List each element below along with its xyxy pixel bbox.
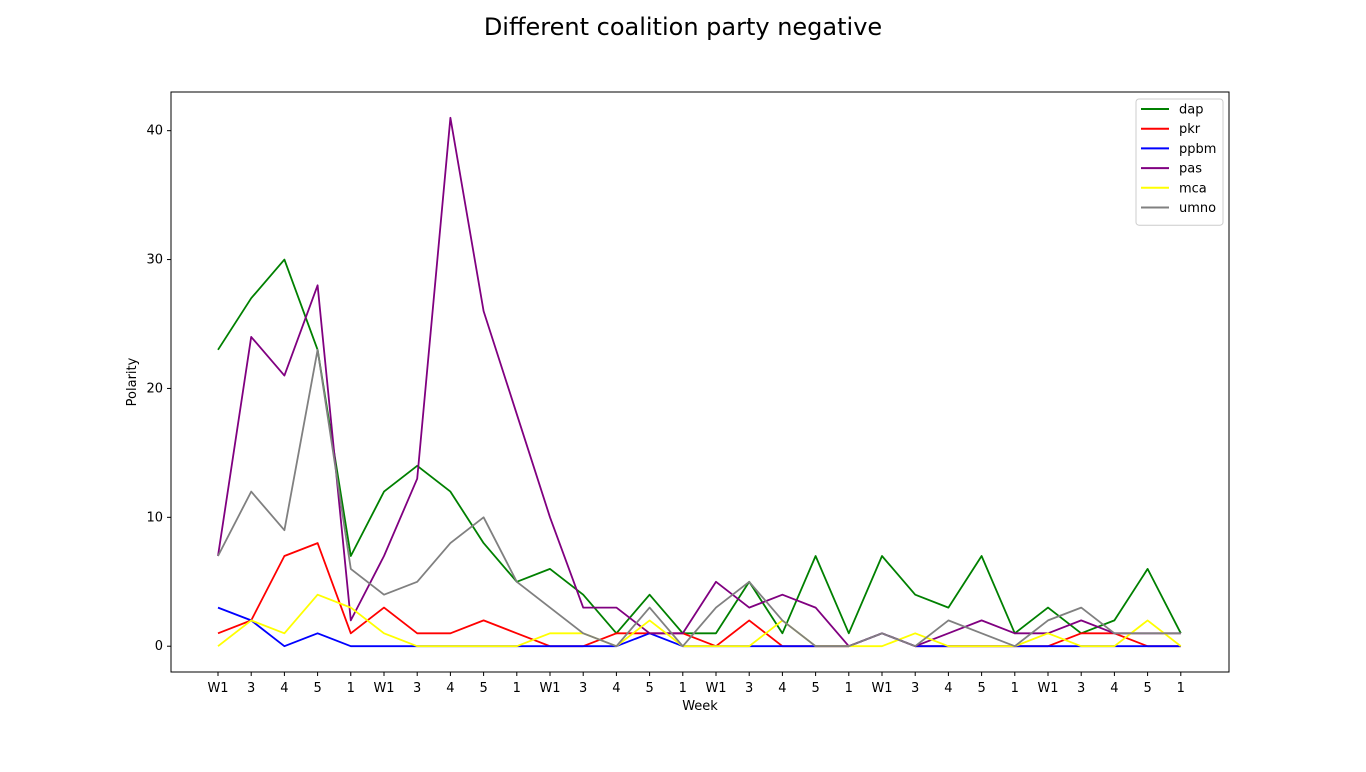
x-tick-label: 5	[313, 681, 321, 696]
x-tick-label: W1	[207, 681, 228, 696]
x-tick-label: 4	[778, 681, 786, 696]
x-tick-label: 3	[1077, 681, 1085, 696]
series-line-umno	[217, 348, 1181, 648]
series-line-pas	[217, 116, 1181, 648]
y-tick-label: 0	[155, 639, 163, 654]
x-tick-label: 3	[413, 681, 421, 696]
x-tick-label: 1	[845, 681, 853, 696]
x-tick-label: 1	[347, 681, 355, 696]
legend-label-ppbm: ppbm	[1179, 142, 1216, 157]
x-tick-label: 5	[479, 681, 487, 696]
legend-label-mca: mca	[1179, 181, 1207, 196]
series-line-dap	[217, 258, 1182, 635]
y-axis-label: Polarity	[125, 357, 140, 406]
legend-label-pas: pas	[1179, 162, 1202, 177]
x-tick-label: 1	[679, 681, 687, 696]
y-tick-label: 30	[146, 253, 163, 268]
legend-label-dap: dap	[1179, 103, 1203, 118]
x-tick-label: 5	[977, 681, 985, 696]
x-tick-label: W1	[871, 681, 892, 696]
series-line-pkr	[217, 542, 1181, 648]
plot-frame	[170, 91, 1230, 673]
series-line-mca	[217, 593, 1182, 648]
chart-title: Different coalition party negative	[484, 13, 882, 41]
x-tick-label: 4	[280, 681, 288, 696]
plot-area	[217, 116, 1182, 648]
x-tick-label: 4	[944, 681, 952, 696]
x-axis-label: Week	[682, 699, 718, 714]
legend-label-pkr: pkr	[1179, 122, 1201, 137]
x-tick-label: 1	[513, 681, 521, 696]
x-tick-label: 4	[1110, 681, 1118, 696]
x-tick-label: 1	[1011, 681, 1019, 696]
y-tick-label: 40	[146, 124, 163, 139]
legend-label-umno: umno	[1179, 201, 1216, 216]
x-tick-label: W1	[1037, 681, 1058, 696]
legend: dap pkr ppbm pas mca umno	[1135, 98, 1224, 226]
x-tick-label: 3	[911, 681, 919, 696]
x-tick-label: W1	[539, 681, 560, 696]
y-tick-label: 20	[146, 381, 163, 396]
x-tick-label: 5	[1143, 681, 1151, 696]
x-tick-label: 3	[247, 681, 255, 696]
x-tick-label: 5	[811, 681, 819, 696]
legend-box	[1135, 98, 1224, 226]
x-tick-label: 3	[745, 681, 753, 696]
x-tick-label: 5	[645, 681, 653, 696]
x-tick-label: 4	[446, 681, 454, 696]
x-tick-label: 4	[612, 681, 620, 696]
x-tick-label: W1	[373, 681, 394, 696]
y-tick-label: 10	[146, 510, 163, 525]
x-tick-label: 1	[1177, 681, 1185, 696]
x-tick-label: W1	[705, 681, 726, 696]
x-tick-label: 3	[579, 681, 587, 696]
